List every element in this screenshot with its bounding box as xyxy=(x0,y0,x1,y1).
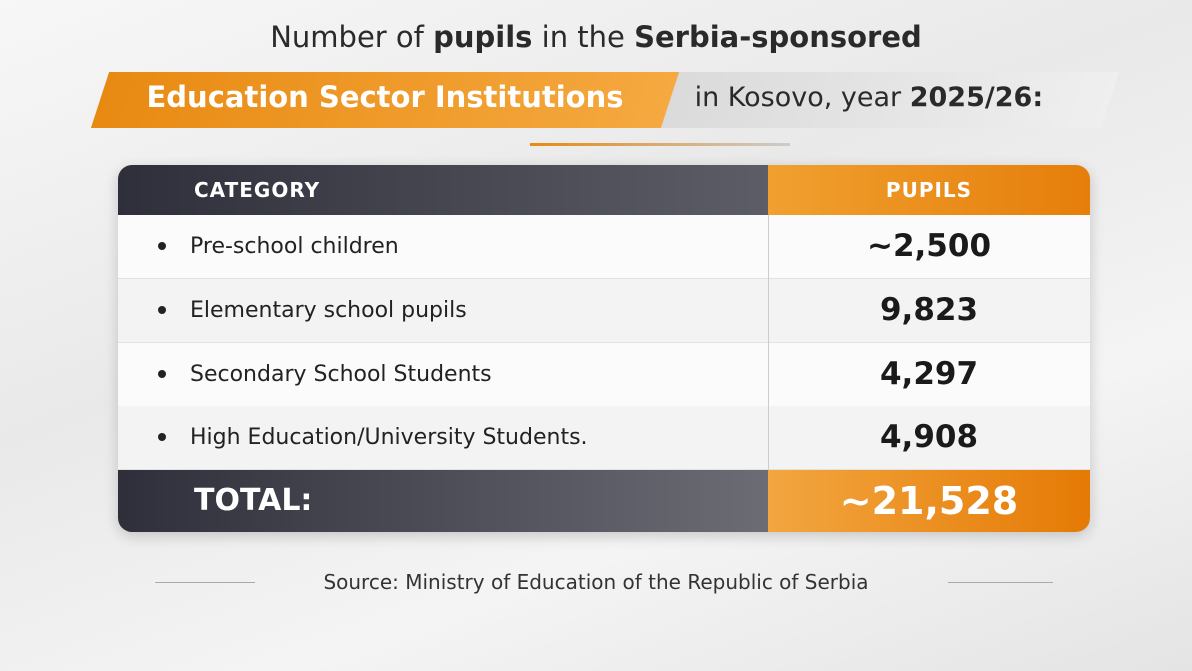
category-cell: Elementary school pupils xyxy=(190,297,467,323)
header-bg xyxy=(118,165,768,215)
column-header: PUPILS xyxy=(885,178,973,202)
title-bold: 2025/26: xyxy=(909,82,1044,113)
total-label: TOTAL: xyxy=(194,483,313,518)
bullet xyxy=(158,242,166,250)
pupils-cell: 9,823 xyxy=(879,291,979,328)
rule xyxy=(948,582,1053,583)
divider xyxy=(530,143,790,146)
title-bold: Serbia-sponsored xyxy=(634,20,922,54)
title-text: Number of xyxy=(270,20,434,54)
category-cell: High Education/University Students. xyxy=(190,425,588,451)
source: Source: Ministry of Education of the Rep… xyxy=(323,570,869,594)
title-line: in Kosovo, year 2025/26: xyxy=(686,82,1044,113)
pupils-cell: ~2,500 xyxy=(866,228,992,264)
table-row: Secondary School Students 4,297 xyxy=(118,342,1090,407)
header-bg xyxy=(768,165,1090,215)
rule xyxy=(155,582,255,583)
column-header: CATEGORY xyxy=(194,178,321,202)
title-text: in Kosovo, year xyxy=(686,82,910,113)
table-row: Pre-school children ~2,500 xyxy=(118,215,1090,279)
title-line: Number of pupils in the Serbia-sponsored xyxy=(0,20,1192,54)
column-divider xyxy=(768,215,769,470)
title-bold: pupils xyxy=(433,20,533,54)
title-text: in the xyxy=(532,20,635,54)
pupils-cell: 4,297 xyxy=(879,355,979,392)
category-cell: Secondary School Students xyxy=(190,361,492,387)
total-bg xyxy=(768,470,1090,532)
total-value: ~21,528 xyxy=(839,479,1019,523)
category-cell: Pre-school children xyxy=(190,234,399,259)
table-row: Elementary school pupils 9,823 xyxy=(118,278,1090,343)
pupils-cell: 4,908 xyxy=(879,419,979,456)
total-bg xyxy=(118,470,768,532)
bullet xyxy=(158,433,166,442)
table-row: High Education/University Students. 4,908 xyxy=(118,406,1090,471)
title-highlight: Education Sector Institutions xyxy=(146,80,624,114)
bullet xyxy=(158,369,166,378)
bullet xyxy=(158,305,166,314)
table: CATEGORY PUPILS Pre-school children ~2,50… xyxy=(118,165,1090,532)
